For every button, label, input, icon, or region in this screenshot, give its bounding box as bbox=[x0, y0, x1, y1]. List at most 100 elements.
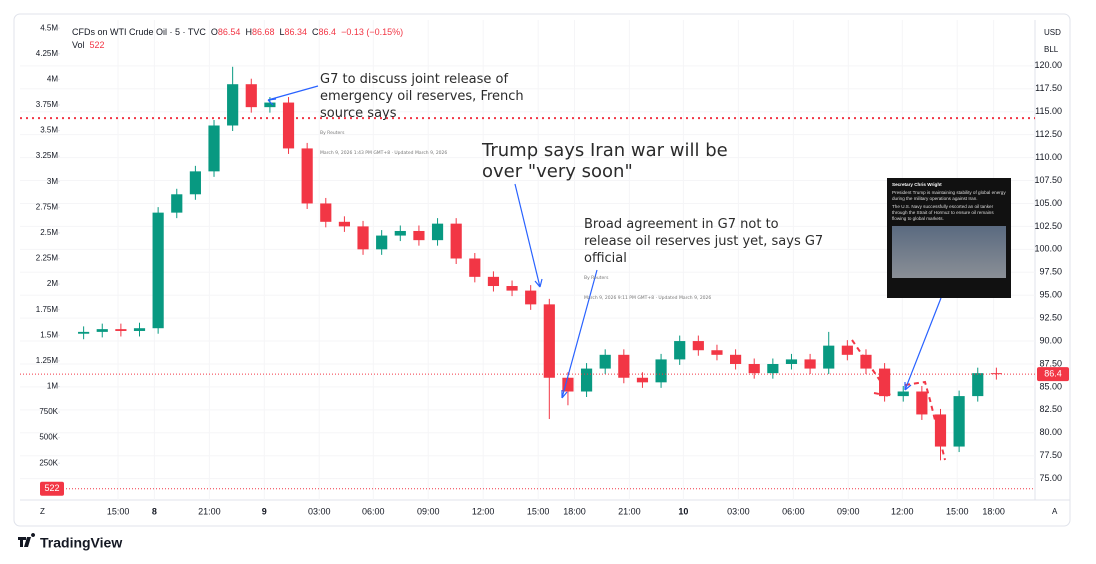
y-tick-label: 90.00 bbox=[1039, 335, 1062, 345]
annotation-byline: By Reuters bbox=[584, 276, 609, 281]
y2-tick-label: 1.75M bbox=[36, 305, 59, 314]
change: −0.13 (−0.15%) bbox=[341, 27, 404, 37]
logo-mark bbox=[18, 533, 36, 547]
candle-body bbox=[469, 258, 481, 277]
l-value: 86.34 bbox=[284, 27, 308, 37]
x-tick-label: 8 bbox=[152, 506, 157, 516]
legend-row: CFDs on WTI Crude Oil · 5 · TVC O86.54 H… bbox=[72, 27, 403, 37]
y2-tick-label: 1M bbox=[47, 382, 58, 391]
y-tick-label: 95.00 bbox=[1039, 290, 1062, 300]
candle-body bbox=[879, 368, 891, 397]
y-tick-label: 112.50 bbox=[1035, 129, 1062, 139]
z-button[interactable]: Z bbox=[40, 507, 45, 516]
candle-body bbox=[972, 373, 984, 397]
y-tick-label: 82.50 bbox=[1039, 404, 1062, 414]
brand: TradingView bbox=[40, 535, 122, 551]
y2-tick-label: 2M bbox=[47, 279, 58, 288]
x-tick-label: 21:00 bbox=[618, 506, 641, 516]
x-tick-label: 18:00 bbox=[982, 506, 1005, 516]
x-tick-label: 09:00 bbox=[837, 506, 860, 516]
candle-body bbox=[357, 226, 369, 250]
candle-body bbox=[860, 354, 872, 369]
y2-tick-label: 2.75M bbox=[36, 202, 59, 211]
candle-body bbox=[115, 329, 127, 331]
y-tick-label: 87.50 bbox=[1039, 358, 1062, 368]
y2-tick-label: 2.25M bbox=[36, 254, 59, 263]
y2-tick-label: 1.5M bbox=[40, 330, 58, 339]
auto-button[interactable]: A bbox=[1052, 507, 1058, 516]
last-price-box bbox=[1037, 367, 1069, 382]
candle-body bbox=[338, 221, 350, 227]
arrow bbox=[904, 297, 942, 391]
y2-tick-label: 3.5M bbox=[40, 126, 58, 135]
candle-body bbox=[748, 363, 760, 374]
y-tick-label: 100.00 bbox=[1034, 244, 1062, 254]
candle-body bbox=[785, 359, 798, 364]
annotation-date: March 9, 2026 9:11 PM GMT+8 · Updated Ma… bbox=[584, 296, 712, 301]
tweet-photo bbox=[892, 226, 1006, 278]
y2-tick-label: 4.5M bbox=[40, 23, 58, 32]
candle-body bbox=[730, 354, 742, 364]
c-value: 86.4 bbox=[318, 27, 337, 37]
candle-body bbox=[431, 223, 444, 241]
candle-body bbox=[692, 341, 704, 351]
y-tick-label: 120.00 bbox=[1034, 60, 1062, 70]
candle-body bbox=[282, 102, 295, 149]
x-tick-label: 12:00 bbox=[472, 506, 495, 516]
x-tick-label: 9 bbox=[262, 506, 267, 516]
vol-value: 522 bbox=[89, 40, 105, 50]
candle-body bbox=[897, 391, 909, 397]
candle-body bbox=[78, 331, 90, 334]
y-tick-label: 92.50 bbox=[1039, 313, 1062, 323]
arrow bbox=[514, 183, 543, 288]
logo: TradingView bbox=[18, 533, 122, 551]
candle-body bbox=[543, 304, 555, 378]
candle-body bbox=[916, 391, 928, 415]
c-label: C bbox=[312, 27, 319, 37]
candle-body bbox=[711, 350, 723, 355]
candle-body bbox=[301, 148, 313, 204]
annotation-byline: By Reuters bbox=[320, 131, 345, 136]
y2-tick-label: 500K bbox=[39, 433, 58, 442]
x-tick-label: 15:00 bbox=[946, 506, 969, 516]
y2-tick-label: 4M bbox=[47, 74, 58, 83]
candle-body bbox=[320, 203, 332, 222]
annotation-title: Broad agreement in G7 not to release oil… bbox=[584, 217, 824, 266]
unit: BLL bbox=[1044, 45, 1059, 54]
y2-tick-label: 3M bbox=[47, 177, 58, 186]
y2-tick-label: 3.25M bbox=[36, 151, 59, 160]
y2-tick-label: 250K bbox=[39, 458, 58, 467]
symbol: CFDs on WTI Crude Oil · 5 · TVC bbox=[72, 27, 206, 37]
candle-body bbox=[96, 329, 108, 332]
y2-tick-label: 4.25M bbox=[36, 49, 59, 58]
x-tick-label: 03:00 bbox=[308, 506, 331, 516]
volume-row: Vol 522 bbox=[72, 40, 105, 50]
x-tick-label: 09:00 bbox=[417, 506, 440, 516]
candle-body bbox=[394, 230, 406, 236]
candle-body bbox=[189, 171, 201, 195]
candle-body bbox=[953, 396, 965, 447]
y-tick-label: 97.50 bbox=[1039, 267, 1062, 277]
o-label: O bbox=[210, 27, 218, 37]
candle-body bbox=[413, 230, 425, 241]
candle-body bbox=[376, 235, 388, 250]
y-tick-label: 75.00 bbox=[1039, 473, 1062, 483]
tweet-image: Secretary Chris Wright President Trump i… bbox=[887, 178, 1011, 298]
vol-label: Vol bbox=[72, 40, 85, 50]
candle-body bbox=[990, 373, 1002, 375]
annotation-title: Trump says Iran war will be over "very s… bbox=[482, 140, 728, 182]
x-tick-label: 06:00 bbox=[362, 506, 385, 516]
candle-body bbox=[655, 359, 667, 383]
candle-body bbox=[133, 328, 146, 331]
y2-tick-label: 3.75M bbox=[36, 100, 59, 109]
x-tick-label: 18:00 bbox=[563, 506, 586, 516]
candle-body bbox=[841, 345, 853, 355]
y2-tick-label: 2.5M bbox=[40, 228, 58, 237]
annotation: Broad agreement in G7 not to release oil… bbox=[584, 216, 829, 307]
last-price: 86.4 bbox=[1044, 368, 1062, 378]
y-tick-label: 77.50 bbox=[1039, 450, 1062, 460]
candle-body bbox=[562, 377, 574, 392]
candle-body bbox=[487, 276, 500, 287]
